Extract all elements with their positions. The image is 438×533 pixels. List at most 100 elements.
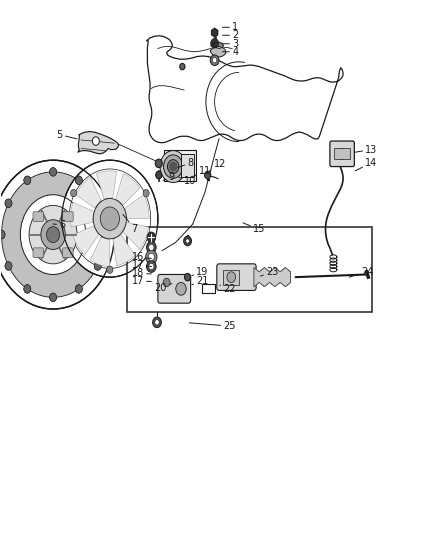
Text: 14: 14 bbox=[355, 158, 378, 171]
Polygon shape bbox=[71, 203, 93, 227]
Text: 22: 22 bbox=[220, 284, 236, 294]
Bar bbox=[181, 154, 194, 177]
Text: 5: 5 bbox=[57, 130, 77, 140]
Text: 17: 17 bbox=[131, 277, 151, 286]
Circle shape bbox=[49, 293, 57, 302]
Circle shape bbox=[75, 285, 82, 293]
Text: 18: 18 bbox=[132, 269, 151, 278]
Polygon shape bbox=[212, 28, 218, 37]
FancyBboxPatch shape bbox=[63, 212, 73, 221]
Circle shape bbox=[75, 285, 82, 293]
Circle shape bbox=[24, 176, 31, 184]
Circle shape bbox=[184, 236, 191, 246]
Polygon shape bbox=[147, 36, 343, 143]
Circle shape bbox=[94, 262, 101, 270]
Text: 25: 25 bbox=[189, 321, 236, 331]
Circle shape bbox=[186, 239, 189, 243]
Bar bbox=[223, 270, 239, 285]
Circle shape bbox=[2, 172, 105, 297]
Circle shape bbox=[41, 220, 65, 249]
Polygon shape bbox=[125, 195, 149, 219]
Text: 10: 10 bbox=[179, 176, 196, 187]
Polygon shape bbox=[211, 42, 223, 49]
Circle shape bbox=[46, 227, 60, 243]
Circle shape bbox=[24, 176, 31, 184]
Circle shape bbox=[146, 250, 157, 264]
Circle shape bbox=[143, 189, 149, 197]
Polygon shape bbox=[96, 171, 117, 199]
FancyBboxPatch shape bbox=[158, 274, 191, 303]
FancyBboxPatch shape bbox=[63, 248, 73, 257]
Text: 1: 1 bbox=[223, 22, 238, 33]
Circle shape bbox=[5, 199, 12, 207]
Circle shape bbox=[100, 207, 120, 230]
Polygon shape bbox=[73, 226, 99, 255]
Circle shape bbox=[0, 230, 5, 239]
FancyBboxPatch shape bbox=[33, 248, 43, 257]
Text: 8: 8 bbox=[177, 158, 194, 168]
Text: 17: 17 bbox=[131, 261, 151, 270]
Circle shape bbox=[5, 262, 12, 270]
Circle shape bbox=[148, 253, 154, 261]
Circle shape bbox=[49, 167, 57, 176]
Circle shape bbox=[101, 230, 108, 239]
Circle shape bbox=[147, 261, 156, 272]
Circle shape bbox=[155, 171, 162, 179]
Text: 7: 7 bbox=[123, 214, 138, 235]
Circle shape bbox=[160, 151, 186, 182]
Circle shape bbox=[167, 160, 179, 173]
Circle shape bbox=[75, 176, 82, 184]
Circle shape bbox=[29, 205, 77, 264]
Circle shape bbox=[147, 241, 156, 253]
Circle shape bbox=[75, 176, 82, 184]
Circle shape bbox=[49, 167, 57, 176]
Circle shape bbox=[180, 63, 185, 70]
Text: 20: 20 bbox=[154, 283, 172, 293]
Circle shape bbox=[149, 244, 154, 251]
Circle shape bbox=[210, 55, 219, 66]
Circle shape bbox=[176, 282, 186, 295]
Circle shape bbox=[212, 58, 217, 63]
Text: 4: 4 bbox=[223, 47, 238, 56]
Polygon shape bbox=[76, 177, 101, 208]
Circle shape bbox=[163, 155, 183, 178]
Circle shape bbox=[92, 137, 99, 146]
Circle shape bbox=[152, 317, 161, 328]
Circle shape bbox=[163, 278, 170, 287]
Circle shape bbox=[184, 273, 191, 281]
Polygon shape bbox=[113, 235, 135, 266]
Text: 3: 3 bbox=[223, 39, 238, 49]
Polygon shape bbox=[210, 46, 226, 57]
Circle shape bbox=[93, 198, 127, 239]
Circle shape bbox=[149, 263, 154, 270]
Circle shape bbox=[155, 159, 162, 167]
Circle shape bbox=[62, 160, 158, 277]
Circle shape bbox=[101, 230, 108, 239]
Text: 19: 19 bbox=[192, 267, 208, 277]
FancyBboxPatch shape bbox=[217, 264, 256, 290]
Circle shape bbox=[24, 285, 31, 293]
Bar bbox=[127, 227, 372, 312]
Circle shape bbox=[20, 195, 86, 274]
Circle shape bbox=[94, 262, 101, 270]
Text: 9: 9 bbox=[163, 172, 175, 182]
FancyBboxPatch shape bbox=[33, 212, 43, 221]
Circle shape bbox=[0, 230, 5, 239]
Text: 12: 12 bbox=[208, 159, 226, 172]
Text: 16: 16 bbox=[132, 252, 151, 262]
FancyBboxPatch shape bbox=[330, 141, 354, 166]
Text: 2: 2 bbox=[223, 30, 238, 41]
Circle shape bbox=[94, 199, 101, 207]
Bar bbox=[334, 149, 350, 159]
Text: 21: 21 bbox=[192, 277, 208, 286]
Polygon shape bbox=[254, 268, 290, 287]
Text: 6: 6 bbox=[53, 220, 65, 230]
Circle shape bbox=[5, 262, 12, 270]
Text: 13: 13 bbox=[355, 144, 378, 155]
Circle shape bbox=[5, 199, 12, 207]
Polygon shape bbox=[116, 174, 140, 205]
Polygon shape bbox=[90, 237, 110, 266]
Circle shape bbox=[170, 163, 177, 171]
Circle shape bbox=[211, 38, 219, 48]
Bar bbox=[164, 150, 196, 181]
